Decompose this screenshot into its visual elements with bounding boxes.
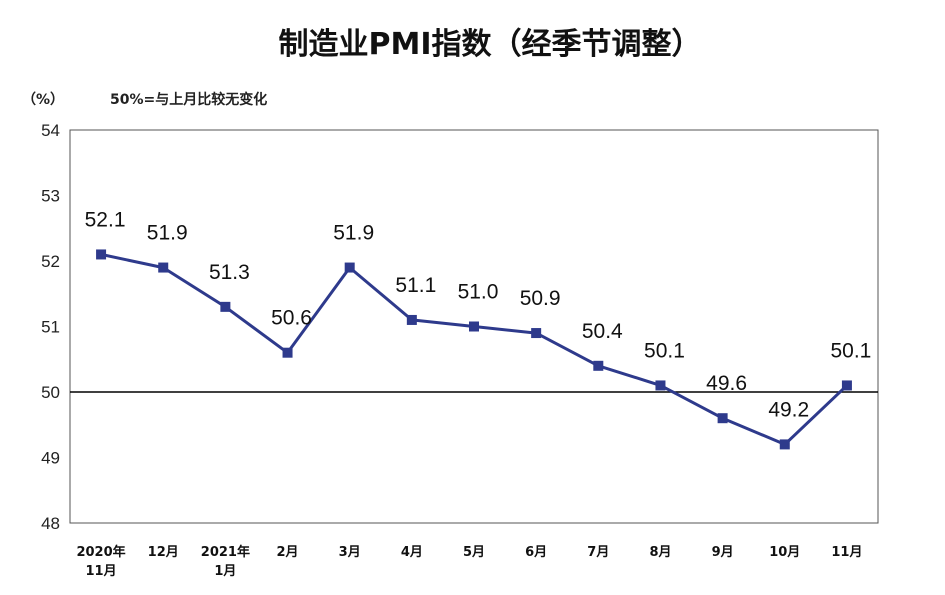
data-point [841,380,852,391]
y-ticks: 54 53 52 51 50 49 48 [41,121,60,533]
data-point [717,413,728,424]
data-label: 49.6 [706,372,747,395]
data-point [655,380,666,391]
x-tick-label: 5月 [463,545,485,560]
data-point [220,301,231,312]
data-label: 51.1 [395,274,436,297]
data-point [282,347,293,358]
data-point [469,321,479,332]
data-label: 50.6 [271,307,312,330]
axes [69,129,879,524]
y-tick-label: 49 [41,449,60,468]
x-tick-label: 2020年 11月 [76,544,125,579]
data-label: 51.9 [147,222,188,245]
data-label: 50.1 [644,339,685,362]
x-tick-label: 4月 [401,545,423,560]
data-point [406,314,417,325]
data-point [531,328,542,339]
y-tick-label: 52 [41,252,60,271]
x-tick-label: 10月 [769,545,800,560]
x-tick-label: 7月 [587,545,609,560]
x-tick-label: 11月 [831,545,862,560]
data-label: 51.3 [209,261,250,284]
y-tick-label: 50 [41,383,60,402]
chart-title: 制造业PMI指数（经季节调整） [278,27,701,62]
x-tick-label: 3月 [339,545,361,560]
y-tick-label: 53 [41,187,60,206]
x-tick-label: 6月 [525,545,547,560]
y-tick-label: 54 [41,121,60,140]
x-tick-label: 12月 [148,545,179,560]
data-label: 50.1 [830,339,871,362]
data-label: 50.4 [582,320,623,343]
data-point [158,262,169,273]
y-axis-unit: （%） [22,92,64,108]
chart-note: 50%=与上月比较无变化 [110,91,267,108]
data-label: 51.0 [458,281,499,304]
x-ticks: 2020年 11月 12月 2021年 1月 2月 3月 4月 5月 6月 7月 8月 9月 10月 11月 [76,544,862,579]
data-labels: 52.1 51.9 51.3 50.6 51.9 51.1 51.0 50.9 50.4 50.1… [85,208,872,421]
data-point [779,439,790,450]
x-tick-label: 9月 [712,545,734,560]
data-label: 50.9 [520,287,561,310]
data-label: 49.2 [768,398,809,421]
data-label: 51.9 [333,222,374,245]
data-point [96,249,107,260]
x-tick-label: 2月 [277,545,299,560]
y-tick-label: 51 [41,318,60,337]
plot-frame [69,129,879,524]
x-tick-label: 2021年 1月 [201,544,250,579]
data-point [344,262,355,273]
data-point [593,360,604,371]
data-label: 52.1 [85,208,126,231]
x-tick-label: 8月 [649,545,671,560]
series [96,249,852,450]
y-tick-label: 48 [41,514,60,533]
